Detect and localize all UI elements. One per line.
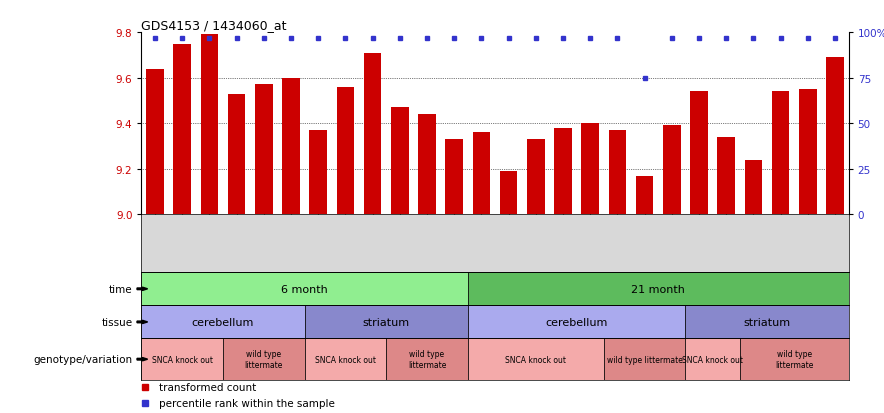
Bar (446, 140, 463, 215)
Bar (386, 339, 468, 380)
Bar (608, 131, 626, 215)
Bar (141, 306, 305, 339)
Bar (772, 92, 789, 215)
Bar (305, 306, 468, 339)
Bar (141, 273, 468, 306)
Text: 21 month: 21 month (631, 284, 685, 294)
Text: striatum: striatum (743, 317, 790, 327)
Bar (173, 45, 191, 215)
Bar (685, 306, 849, 339)
Text: cerebellum: cerebellum (545, 317, 608, 327)
Text: percentile rank within the sample: percentile rank within the sample (159, 398, 335, 408)
Text: 6 month: 6 month (281, 284, 328, 294)
Text: wild type littermate: wild type littermate (606, 355, 682, 364)
Bar (141, 339, 223, 380)
Text: genotype/variation: genotype/variation (34, 354, 133, 364)
Text: tissue: tissue (102, 317, 133, 327)
Bar (527, 140, 545, 215)
Bar (255, 85, 272, 215)
Bar (228, 95, 246, 215)
Bar (223, 339, 305, 380)
Bar (468, 273, 849, 306)
Bar (799, 90, 817, 215)
Bar (663, 126, 681, 215)
Bar (740, 339, 849, 380)
Bar (364, 53, 382, 215)
Bar (391, 108, 408, 215)
Text: wild type
littermate: wild type littermate (408, 350, 446, 369)
Bar (636, 176, 653, 215)
Text: striatum: striatum (362, 317, 410, 327)
Bar (201, 36, 218, 215)
Text: time: time (109, 284, 133, 294)
Bar (827, 58, 844, 215)
Bar (473, 133, 491, 215)
Bar (690, 92, 708, 215)
Text: wild type
littermate: wild type littermate (775, 350, 813, 369)
Bar (604, 339, 685, 380)
Bar (309, 131, 327, 215)
Bar (337, 88, 354, 215)
Text: SNCA knock out: SNCA knock out (682, 355, 743, 364)
Bar (554, 128, 572, 215)
Text: GDS4153 / 1434060_at: GDS4153 / 1434060_at (141, 19, 287, 32)
Bar (718, 138, 735, 215)
Text: SNCA knock out: SNCA knock out (315, 355, 376, 364)
Bar (582, 124, 599, 215)
Text: SNCA knock out: SNCA knock out (506, 355, 567, 364)
Text: transformed count: transformed count (159, 382, 256, 392)
Text: SNCA knock out: SNCA knock out (152, 355, 213, 364)
Bar (305, 339, 386, 380)
Text: wild type
littermate: wild type littermate (245, 350, 283, 369)
Bar (282, 78, 300, 215)
Text: cerebellum: cerebellum (192, 317, 255, 327)
Bar (499, 172, 517, 215)
Bar (146, 69, 164, 215)
Bar (418, 115, 436, 215)
Bar (468, 339, 604, 380)
Bar (685, 339, 740, 380)
Bar (744, 160, 762, 215)
Bar (468, 306, 685, 339)
